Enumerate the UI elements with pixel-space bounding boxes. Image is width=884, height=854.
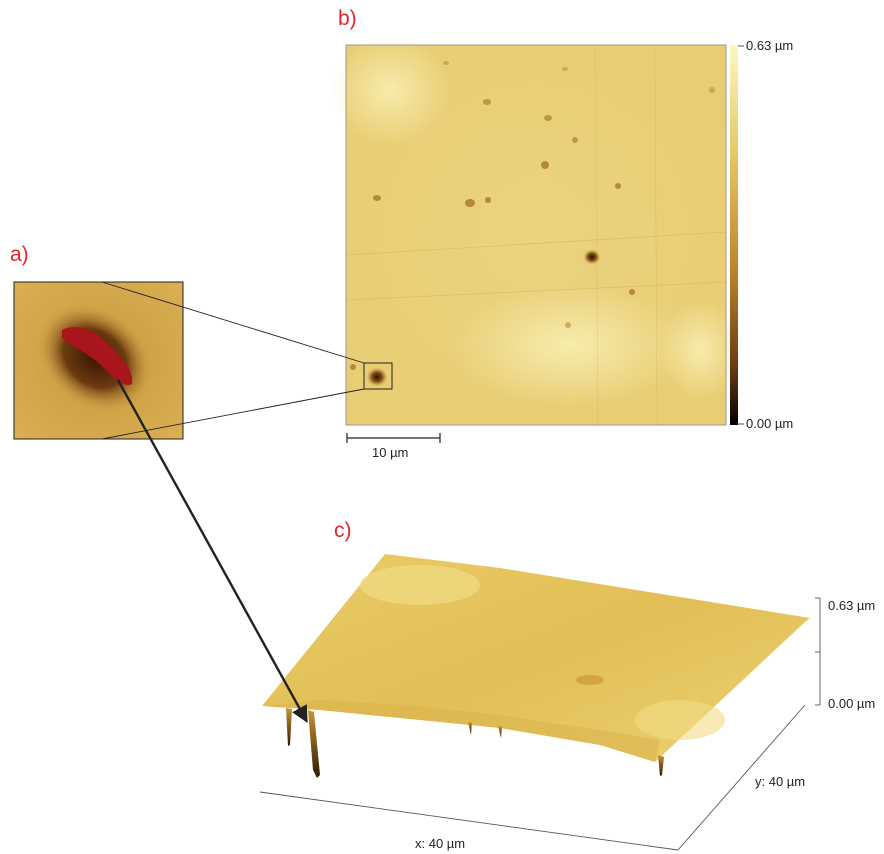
z-axis-max-label: 0.63 µm — [828, 598, 876, 613]
colorbar — [730, 45, 744, 425]
z-axis-min-label: 0.00 µm — [828, 696, 876, 711]
colorbar-max-label: 0.63 µm — [746, 38, 794, 53]
panel-a-zoom-image — [13, 281, 184, 440]
panel-c-label: c) — [334, 519, 352, 542]
panel-b-label: b) — [338, 7, 357, 30]
colorbar-min-label: 0.00 µm — [746, 416, 794, 431]
scale-bar — [346, 433, 441, 443]
panel-b-height-map — [330, 35, 740, 426]
deep-pit-spike — [308, 710, 320, 778]
x-axis-label: x: 40 µm — [415, 836, 466, 851]
zoom-selection-box — [363, 362, 393, 390]
panel-c-3d-surface — [262, 554, 810, 778]
defect-arrow — [116, 379, 308, 723]
scale-bar-label: 10 µm — [372, 445, 409, 460]
y-axis-label: y: 40 µm — [755, 774, 806, 789]
defect-core-shape — [62, 327, 133, 385]
panel-a-label: a) — [10, 243, 29, 266]
panel-c-axes — [259, 597, 821, 851]
